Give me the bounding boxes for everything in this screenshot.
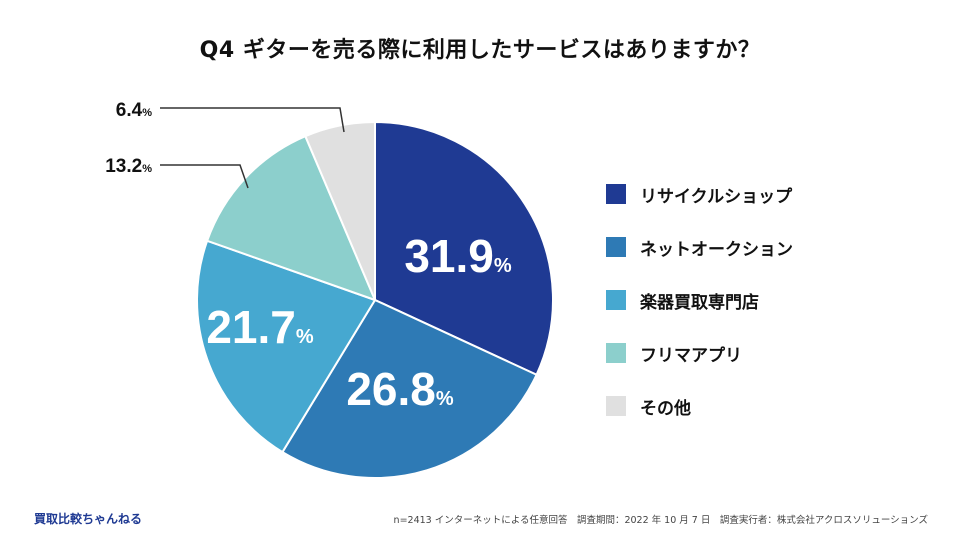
brand-name: 買取比較ちゃんねる [34,512,143,526]
legend-swatch [606,396,626,416]
legend-swatch [606,237,626,257]
slice-instrument-store [196,239,377,454]
legend-label: リサイクルショップ [640,186,793,207]
legend-label: フリマアプリ [640,345,742,366]
chart-title: Q4 ギターを売る際に利用したサービスはありますか？ [199,38,761,63]
legend-label: ネットオークション [640,239,793,260]
legend-item-other: その他 [606,392,793,420]
legend-label: その他 [640,398,691,419]
survey-footnote: n=2413 インターネットによる任意回答 調査期間：2022 年 10 月 7… [393,515,928,526]
legend-label: 楽器買取専門店 [640,292,759,313]
leader-line [160,164,249,189]
legend-item-flea-market-app: フリマアプリ [606,339,793,367]
slice-other [304,120,376,301]
data-label: 26.8% [346,363,454,415]
legend-item-net-auction: ネットオークション [606,233,793,261]
legend-swatch [606,343,626,363]
data-label: 6.4% [116,100,152,121]
legend-item-instrument-store: 楽器買取専門店 [606,286,793,314]
legend-item-recycle-shop: リサイクルショップ [606,180,793,208]
legend-swatch [606,290,626,310]
chart-legend: リサイクルショップ ネットオークション 楽器買取専門店 フリマアプリ その他 [606,180,793,445]
legend-swatch [606,184,626,204]
data-label: 21.7% [206,301,314,353]
data-label: 13.2% [105,156,152,177]
data-label: 31.9% [404,230,512,282]
slice-recycle-shop [374,120,554,377]
leader-line [160,107,345,133]
slice-net-auction [281,298,538,479]
